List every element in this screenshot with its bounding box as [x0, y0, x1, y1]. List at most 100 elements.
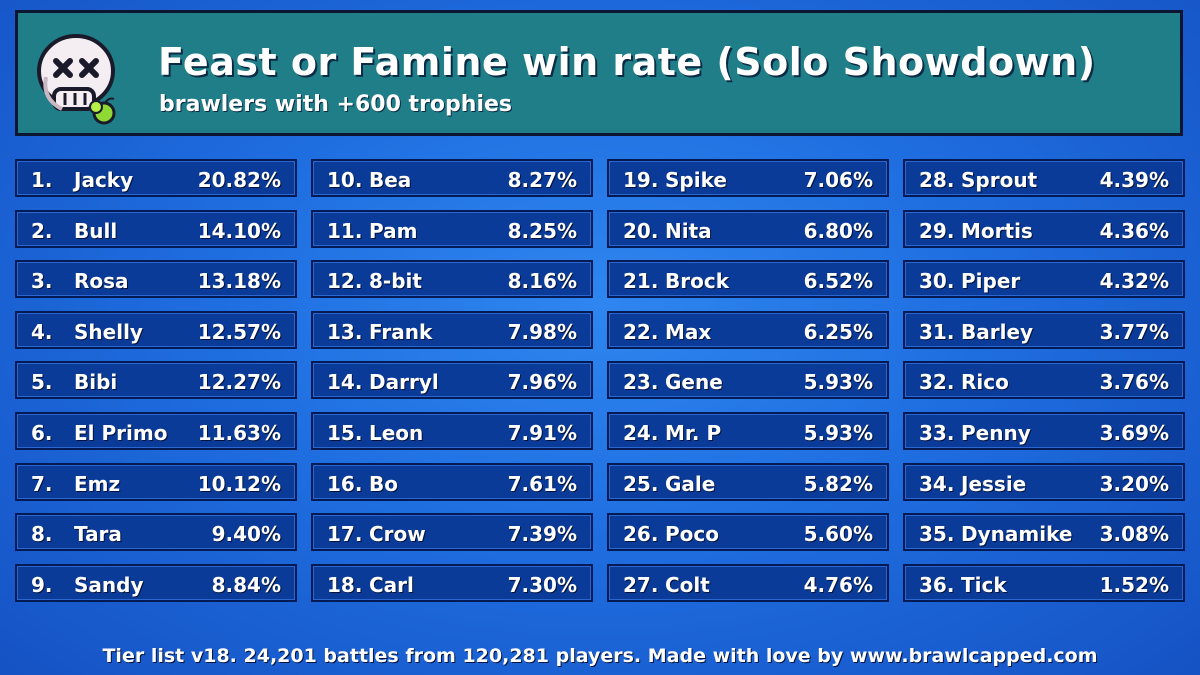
win-rate-value: 4.76%	[803, 573, 873, 597]
win-rate-value: 7.39%	[507, 522, 577, 546]
win-rate-value: 11.63%	[197, 421, 281, 445]
brawler-name: Gale	[665, 472, 716, 496]
win-rate-value: 3.20%	[1099, 472, 1169, 496]
brawler-name: Tara	[74, 522, 122, 546]
rank-label: 8.	[31, 522, 53, 546]
table-row: 32. Rico 3.76%	[903, 361, 1185, 399]
rank-label: 18.	[327, 573, 363, 597]
table-row: 12. 8-bit 8.16%	[311, 260, 593, 298]
win-rate-value: 3.08%	[1099, 522, 1169, 546]
rank-label: 26.	[623, 522, 659, 546]
win-rate-value: 5.60%	[803, 522, 873, 546]
page-subtitle: brawlers with +600 trophies	[159, 92, 512, 117]
rank-label: 1.	[31, 168, 53, 192]
rank-label: 33.	[919, 421, 955, 445]
win-rate-value: 10.12%	[197, 472, 281, 496]
brawler-name: Shelly	[74, 320, 143, 344]
rank-label: 32.	[919, 370, 955, 394]
brawler-name: Pam	[369, 219, 418, 243]
brawler-name: Mortis	[961, 219, 1033, 243]
win-rate-value: 7.98%	[507, 320, 577, 344]
table-row: 20. Nita 6.80%	[607, 210, 889, 248]
title-banner: Feast or Famine win rate (Solo Showdown)…	[15, 10, 1183, 136]
table-row: 23. Gene 5.93%	[607, 361, 889, 399]
table-row: 5. Bibi 12.27%	[15, 361, 297, 399]
table-row: 34. Jessie 3.20%	[903, 463, 1185, 501]
brawler-name: Barley	[961, 320, 1034, 344]
rank-label: 36.	[919, 573, 955, 597]
win-rate-value: 8.84%	[211, 573, 281, 597]
brawler-name: Frank	[369, 320, 433, 344]
rank-label: 6.	[31, 421, 53, 445]
table-row: 26. Poco 5.60%	[607, 513, 889, 551]
rank-label: 16.	[327, 472, 363, 496]
win-rate-value: 5.93%	[803, 421, 873, 445]
brawler-name: Bibi	[74, 370, 118, 394]
table-row: 25. Gale 5.82%	[607, 463, 889, 501]
win-rate-value: 13.18%	[197, 269, 281, 293]
win-rate-value: 1.52%	[1099, 573, 1169, 597]
table-row: 10. Bea 8.27%	[311, 159, 593, 197]
brawler-name: Gene	[665, 370, 723, 394]
table-row: 35. Dynamike 3.08%	[903, 513, 1185, 551]
table-row: 15. Leon 7.91%	[311, 412, 593, 450]
rank-label: 21.	[623, 269, 659, 293]
brawler-name: Rosa	[74, 269, 129, 293]
win-rate-value: 12.27%	[197, 370, 281, 394]
brawler-name: Crow	[369, 522, 426, 546]
rank-label: 23.	[623, 370, 659, 394]
table-row: 4. Shelly 12.57%	[15, 311, 297, 349]
rank-label: 28.	[919, 168, 955, 192]
rank-label: 2.	[31, 219, 53, 243]
win-rate-value: 6.80%	[803, 219, 873, 243]
win-rate-value: 8.16%	[507, 269, 577, 293]
rank-label: 24.	[623, 421, 659, 445]
brawler-name: Poco	[665, 522, 719, 546]
win-rate-value: 3.77%	[1099, 320, 1169, 344]
rank-label: 4.	[31, 320, 53, 344]
win-rate-value: 5.93%	[803, 370, 873, 394]
win-rate-value: 4.36%	[1099, 219, 1169, 243]
brawler-name: Sandy	[74, 573, 144, 597]
win-rate-value: 12.57%	[197, 320, 281, 344]
rank-label: 19.	[623, 168, 659, 192]
rank-label: 25.	[623, 472, 659, 496]
rank-label: 34.	[919, 472, 955, 496]
win-rate-value: 3.69%	[1099, 421, 1169, 445]
win-rate-value: 7.61%	[507, 472, 577, 496]
table-row: 29. Mortis 4.36%	[903, 210, 1185, 248]
rank-label: 11.	[327, 219, 363, 243]
table-row: 6. El Primo 11.63%	[15, 412, 297, 450]
table-row: 19. Spike 7.06%	[607, 159, 889, 197]
table-row: 24. Mr. P 5.93%	[607, 412, 889, 450]
brawler-name: Spike	[665, 168, 727, 192]
brawler-name: Bea	[369, 168, 412, 192]
win-rate-value: 20.82%	[197, 168, 281, 192]
brawler-name: Rico	[961, 370, 1009, 394]
table-row: 18. Carl 7.30%	[311, 564, 593, 602]
page-title: Feast or Famine win rate (Solo Showdown)	[158, 40, 1096, 84]
brawler-name: Sprout	[961, 168, 1038, 192]
rank-label: 31.	[919, 320, 955, 344]
table-row: 30. Piper 4.32%	[903, 260, 1185, 298]
rank-label: 30.	[919, 269, 955, 293]
rank-label: 15.	[327, 421, 363, 445]
brawler-name: Piper	[961, 269, 1021, 293]
win-rate-value: 4.32%	[1099, 269, 1169, 293]
brawler-name: Brock	[665, 269, 730, 293]
rank-label: 20.	[623, 219, 659, 243]
rank-label: 35.	[919, 522, 955, 546]
brawler-name: 8-bit	[369, 269, 422, 293]
rank-label: 17.	[327, 522, 363, 546]
table-row: 1. Jacky 20.82%	[15, 159, 297, 197]
win-rate-value: 6.25%	[803, 320, 873, 344]
win-rate-value: 9.40%	[211, 522, 281, 546]
table-row: 31. Barley 3.77%	[903, 311, 1185, 349]
table-row: 22. Max 6.25%	[607, 311, 889, 349]
table-row: 27. Colt 4.76%	[607, 564, 889, 602]
rank-label: 9.	[31, 573, 53, 597]
table-row: 8. Tara 9.40%	[15, 513, 297, 551]
rank-label: 12.	[327, 269, 363, 293]
win-rate-value: 5.82%	[803, 472, 873, 496]
skull-with-fruit-icon	[37, 34, 116, 125]
